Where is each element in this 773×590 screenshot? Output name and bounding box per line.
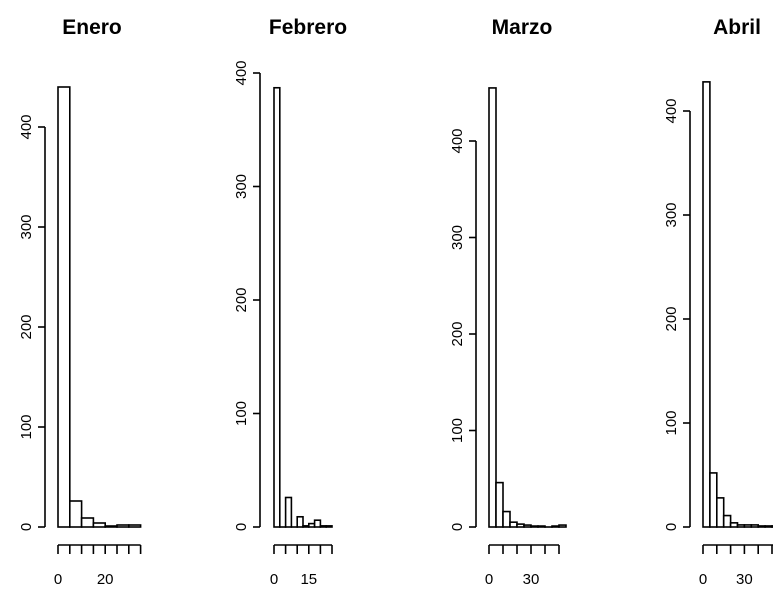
histogram-bar: [702, 81, 711, 528]
histogram-bar: [530, 525, 539, 528]
y-tick-label: 400: [233, 60, 250, 85]
x-tick-label: 0: [54, 571, 62, 588]
histogram-bar: [104, 525, 118, 528]
histogram-bar: [488, 87, 497, 528]
histogram-bar: [736, 524, 746, 528]
histogram-bar: [302, 525, 310, 528]
x-tick-label: 20: [97, 571, 114, 588]
y-tick-label: 200: [663, 306, 680, 331]
y-tick-label: 100: [449, 418, 466, 443]
x-tick-label: 30: [523, 571, 540, 588]
y-tick-label: 100: [18, 414, 35, 439]
y-tick-label: 400: [449, 128, 466, 153]
histogram-bar: [495, 481, 504, 528]
histogram-bar: [551, 525, 560, 528]
panel-abril: Abril 0 100 200 300 400 0 30: [663, 16, 773, 588]
histogram-bar: [92, 522, 107, 528]
histogram-bar: [284, 496, 293, 528]
histogram-bar: [509, 521, 518, 528]
y-tick-label: 0: [449, 523, 466, 531]
histogram-bar: [709, 472, 718, 528]
histogram-bar: [750, 524, 759, 528]
histogram-bar: [313, 519, 322, 528]
y-tick-label: 300: [449, 225, 466, 250]
histogram-bar: [80, 517, 95, 528]
histogram-bar: [307, 522, 316, 528]
histogram-bar: [757, 525, 766, 528]
y-tick-label: 400: [18, 114, 35, 139]
histogram-bar: [558, 524, 567, 528]
histogram-bar: [715, 497, 725, 528]
histogram-bar: [273, 86, 281, 528]
histogram-bar: [729, 522, 739, 528]
x-tick-label: 30: [736, 571, 753, 588]
y-tick-label: 200: [18, 314, 35, 339]
panel-febrero: Febrero 0 100 200 300 400 0 15: [233, 16, 347, 588]
y-tick-label: 100: [663, 410, 680, 435]
y-tick-label: 400: [663, 98, 680, 123]
histogram-bar: [296, 515, 304, 528]
panel-marzo: Marzo 0 100 200 300 400 0 30: [449, 16, 567, 588]
x-tick-label: 0: [699, 571, 707, 588]
chart-title: Abril: [713, 16, 761, 39]
chart-title: Marzo: [492, 16, 553, 39]
y-tick-label: 100: [233, 401, 250, 426]
chart-title: Enero: [62, 16, 122, 39]
histogram-bar: [57, 86, 71, 528]
histogram-bar: [743, 524, 753, 528]
histogram-bar: [537, 525, 546, 528]
histogram-bar: [128, 524, 142, 528]
histogram-bar: [722, 514, 732, 528]
histogram-bar: [502, 510, 511, 528]
histogram-bar: [325, 525, 333, 528]
y-tick-label: 0: [18, 523, 35, 531]
y-tick-label: 0: [233, 523, 250, 531]
panel-enero: Enero 0 100 200 300 400 0 20: [18, 16, 142, 588]
y-tick-label: 0: [663, 523, 680, 531]
x-tick-label: 0: [270, 571, 278, 588]
x-tick-label: 0: [485, 571, 493, 588]
histogram-bar: [116, 524, 130, 528]
y-tick-label: 300: [18, 214, 35, 239]
histogram-bar: [764, 525, 773, 528]
histogram-bar: [523, 524, 532, 528]
x-tick-label: 15: [300, 571, 317, 588]
y-tick-label: 300: [233, 174, 250, 199]
histogram-bar: [319, 525, 327, 528]
y-tick-label: 200: [449, 321, 466, 346]
histogram-bar: [516, 523, 525, 528]
histogram-bar: [69, 500, 83, 528]
y-tick-label: 200: [233, 287, 250, 312]
chart-title: Febrero: [269, 16, 347, 39]
y-tick-label: 300: [663, 202, 680, 227]
